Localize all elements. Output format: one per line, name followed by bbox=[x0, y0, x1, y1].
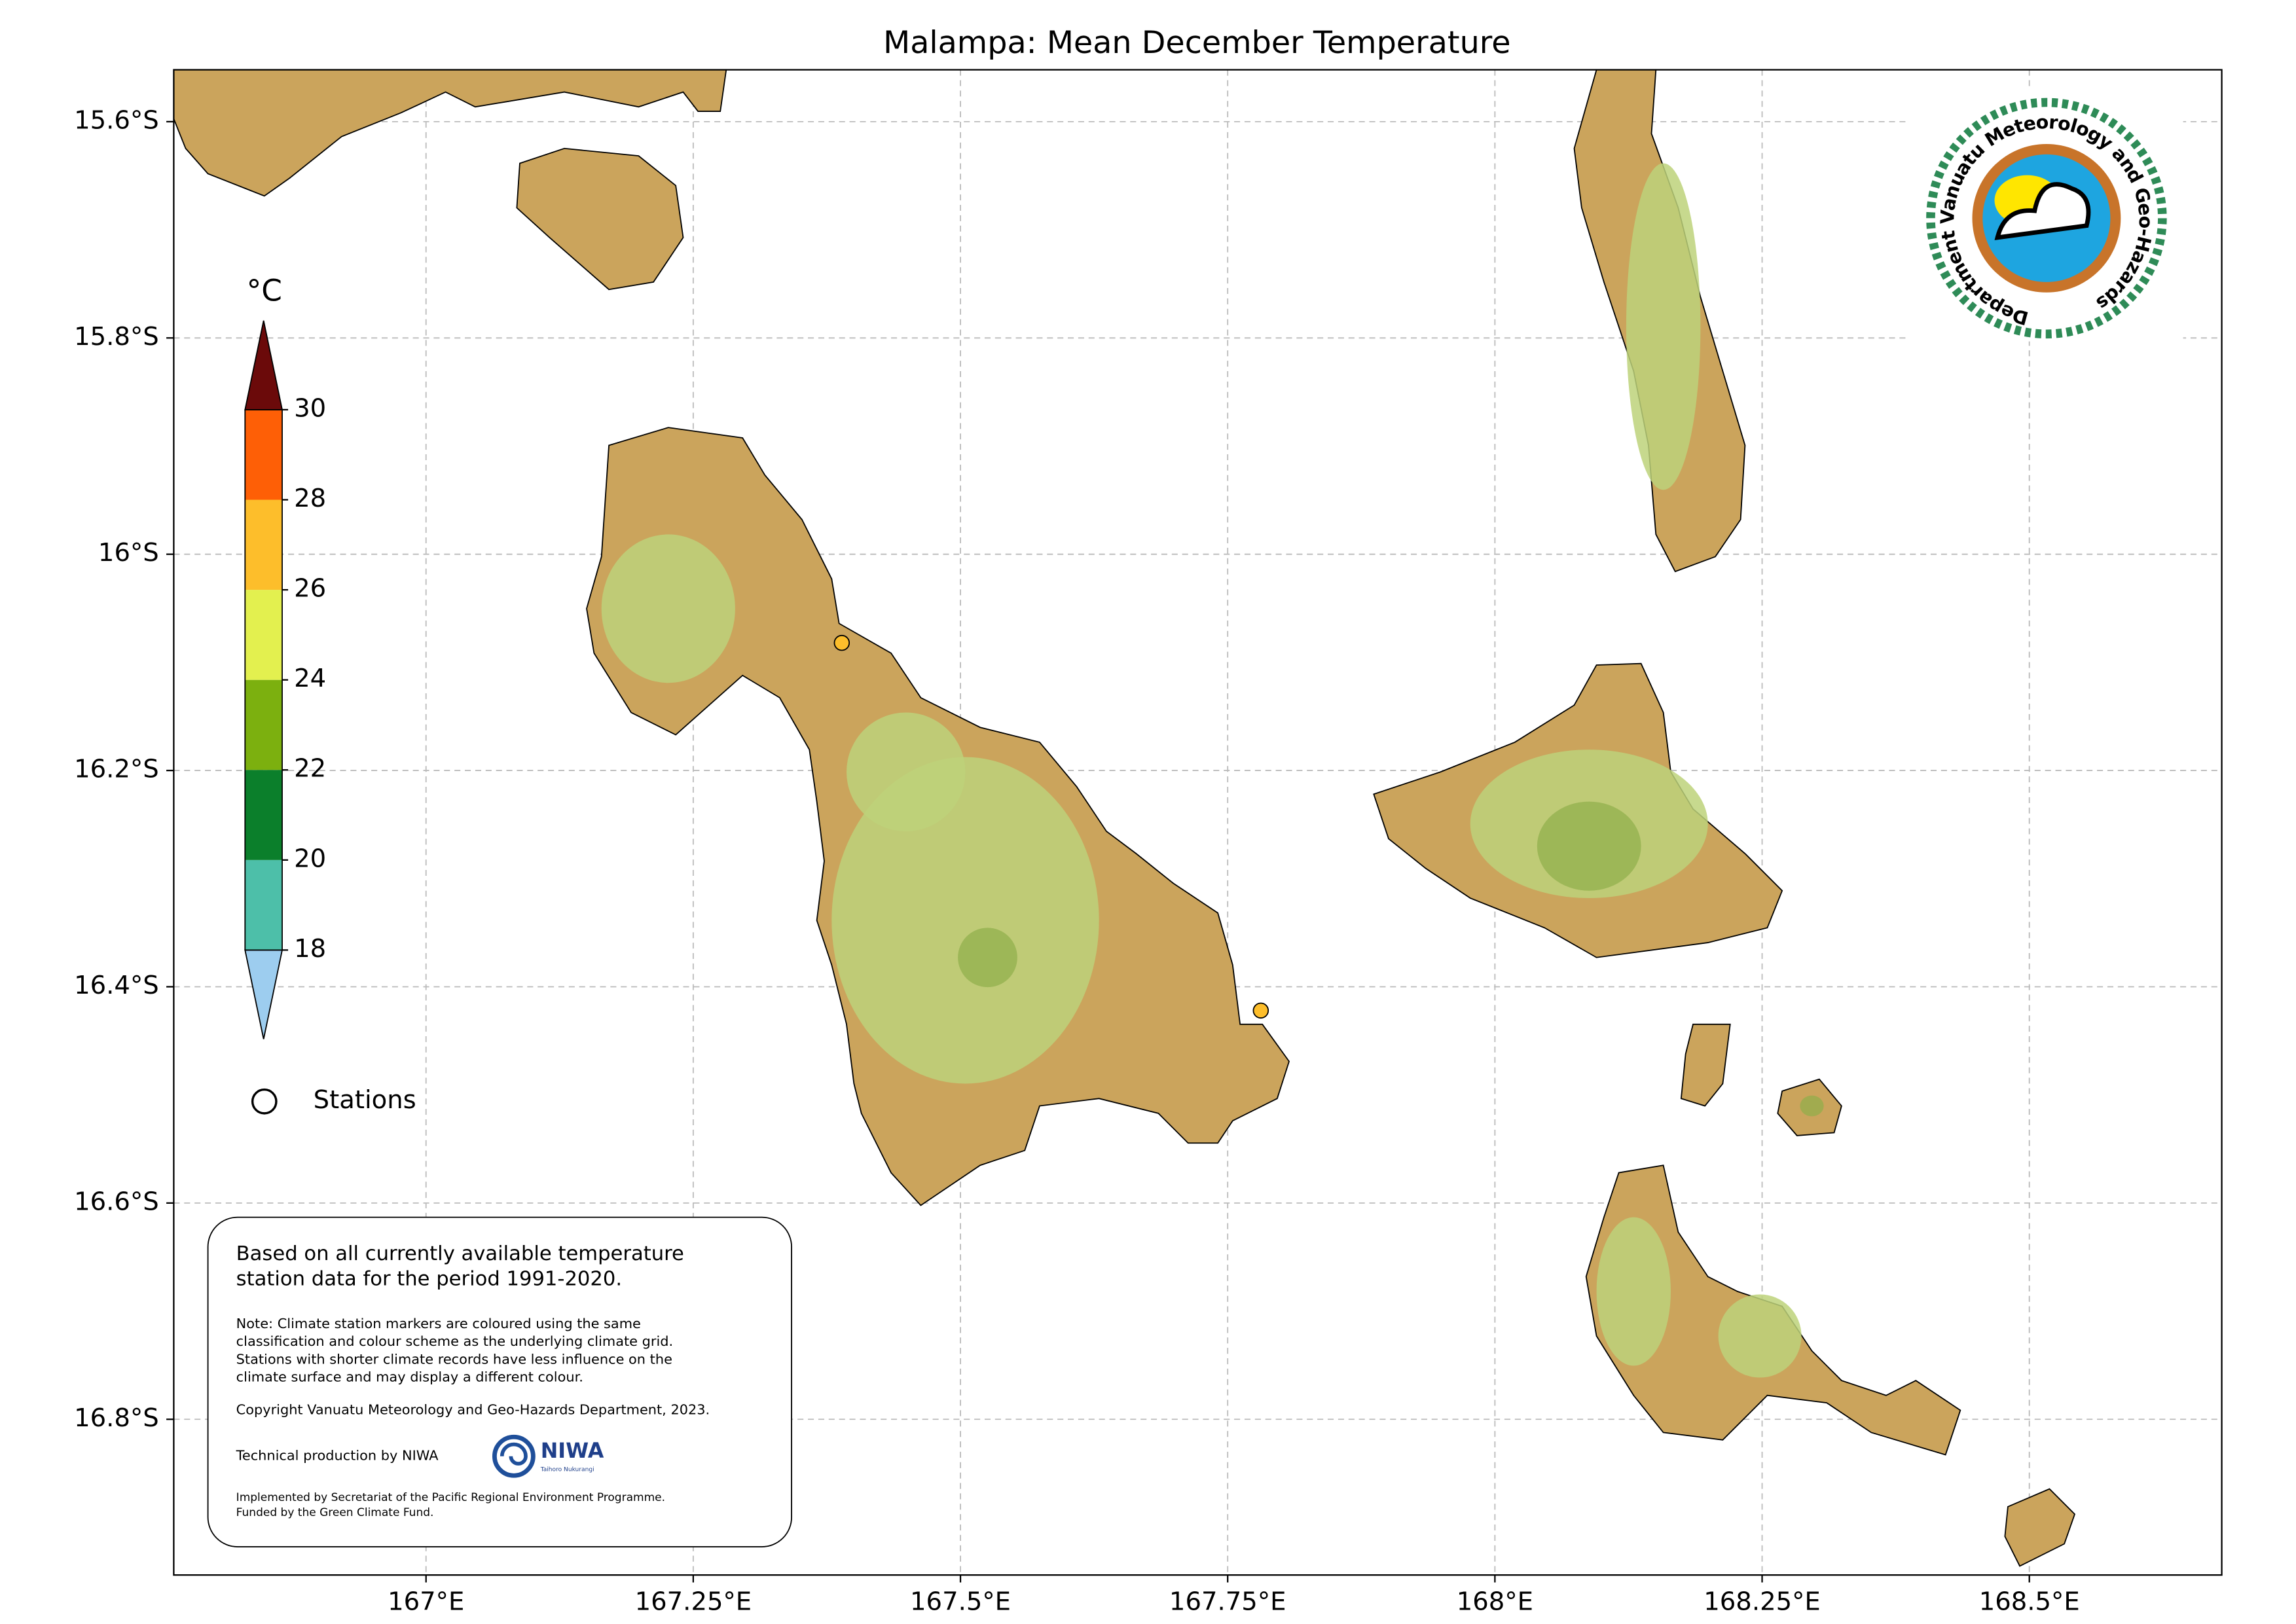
x-tick-label: 167.5°E bbox=[910, 1587, 1011, 1617]
logo-cloud bbox=[1994, 182, 2091, 240]
note-line: Stations with shorter climate records ha… bbox=[236, 1351, 672, 1367]
note-line: Note: Climate station markers are colour… bbox=[236, 1316, 641, 1331]
station bbox=[1252, 1002, 1269, 1019]
colorbar-tick-label: 18 bbox=[294, 934, 326, 964]
niwa-text: NIWA bbox=[541, 1439, 604, 1463]
logo-wreath bbox=[1926, 98, 2167, 339]
land bbox=[173, 69, 2076, 1567]
island bbox=[1680, 1023, 1731, 1107]
colorbar-tick-label: 22 bbox=[294, 754, 326, 784]
y-tick-label: 16.4°S bbox=[74, 971, 159, 1000]
y-tick-label: 15.6°S bbox=[74, 105, 159, 135]
colorbar-bin bbox=[245, 499, 283, 590]
colorbar-tick-label: 30 bbox=[294, 393, 326, 423]
y-tick-label: 16°S bbox=[98, 538, 159, 568]
map-frame bbox=[173, 69, 2223, 1576]
y-tick-label: 16.2°S bbox=[74, 755, 159, 784]
colorbar-tick-label: 24 bbox=[294, 664, 326, 693]
colorbar-bin bbox=[245, 590, 283, 680]
note-heading: station data for the period 1991-2020. bbox=[236, 1267, 622, 1290]
y-tick-label: 15.8°S bbox=[74, 322, 159, 352]
note-line: climate surface and may display a differ… bbox=[236, 1369, 583, 1385]
colorbar-bin bbox=[245, 859, 283, 950]
funding-line: Implemented by Secretariat of the Pacifi… bbox=[236, 1491, 665, 1504]
colorbar-unit: °C bbox=[247, 273, 282, 308]
x-tick-label: 167.75°E bbox=[1169, 1587, 1286, 1617]
colorbar-tick-label: 20 bbox=[294, 844, 326, 873]
y-tick-label: 16.6°S bbox=[74, 1187, 159, 1216]
legend-marker bbox=[251, 1088, 278, 1115]
y-tick-label: 16.8°S bbox=[74, 1403, 159, 1433]
x-tick-label: 168.25°E bbox=[1704, 1587, 1821, 1617]
note-line: classification and colour scheme as the … bbox=[236, 1333, 673, 1349]
copyright: Copyright Vanuatu Meteorology and Geo-Ha… bbox=[236, 1401, 710, 1417]
x-tick-label: 168°E bbox=[1457, 1587, 1533, 1617]
colorbar-bin bbox=[245, 770, 283, 860]
island bbox=[173, 69, 727, 197]
note-box bbox=[207, 1216, 792, 1547]
colorbar-tick-label: 26 bbox=[294, 574, 326, 604]
production: Technical production by NIWA bbox=[236, 1448, 439, 1464]
island bbox=[516, 147, 684, 291]
niwa-subtext: Taihoro Nukurangi bbox=[540, 1467, 594, 1473]
niwa-logo-swirl bbox=[500, 1442, 528, 1466]
note-heading: Based on all currently available tempera… bbox=[236, 1242, 684, 1265]
x-tick-label: 167.25°E bbox=[635, 1587, 752, 1617]
colorbar-bin bbox=[245, 409, 283, 500]
x-tick-label: 167°E bbox=[388, 1587, 464, 1617]
x-tick-label: 168.5°E bbox=[1979, 1587, 2080, 1617]
map-title: Malampa: Mean December Temperature bbox=[883, 25, 1510, 61]
colorbar-bin bbox=[245, 679, 283, 770]
legend-label: Stations bbox=[314, 1085, 416, 1115]
logo: Department Vanuatu Meteorology and Geo-H… bbox=[1908, 89, 2183, 342]
island bbox=[2004, 1488, 2076, 1567]
colorbar-tick-label: 28 bbox=[294, 484, 326, 513]
funding-line: Funded by the Green Climate Fund. bbox=[236, 1506, 434, 1519]
station bbox=[833, 634, 850, 651]
